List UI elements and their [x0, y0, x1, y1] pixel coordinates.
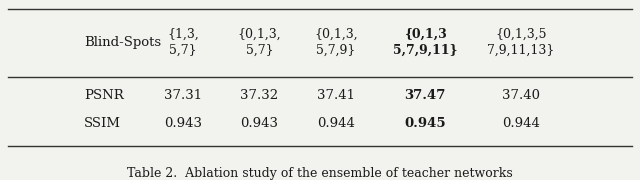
Text: 37.47: 37.47: [404, 89, 446, 102]
Text: PSNR: PSNR: [84, 89, 124, 102]
Text: {1,3,
5,7}: {1,3, 5,7}: [167, 28, 199, 57]
Text: 37.40: 37.40: [502, 89, 540, 102]
Text: 0.943: 0.943: [164, 117, 202, 130]
Text: {0,1,3,
5,7}: {0,1,3, 5,7}: [237, 28, 281, 57]
Text: 0.944: 0.944: [502, 117, 540, 130]
Text: 37.32: 37.32: [241, 89, 278, 102]
Text: 37.41: 37.41: [317, 89, 355, 102]
Text: 0.943: 0.943: [241, 117, 278, 130]
Text: {0,1,3,5
7,9,11,13}: {0,1,3,5 7,9,11,13}: [487, 28, 554, 57]
Text: Blind-Spots: Blind-Spots: [84, 36, 161, 49]
Text: 37.31: 37.31: [164, 89, 202, 102]
Text: 0.944: 0.944: [317, 117, 355, 130]
Text: {0,1,3,
5,7,9}: {0,1,3, 5,7,9}: [314, 28, 358, 57]
Text: Table 2.  Ablation study of the ensemble of teacher networks: Table 2. Ablation study of the ensemble …: [127, 167, 513, 180]
Text: 0.945: 0.945: [404, 117, 446, 130]
Text: {0,1,3
5,7,9,11}: {0,1,3 5,7,9,11}: [393, 28, 458, 57]
Text: SSIM: SSIM: [84, 117, 121, 130]
